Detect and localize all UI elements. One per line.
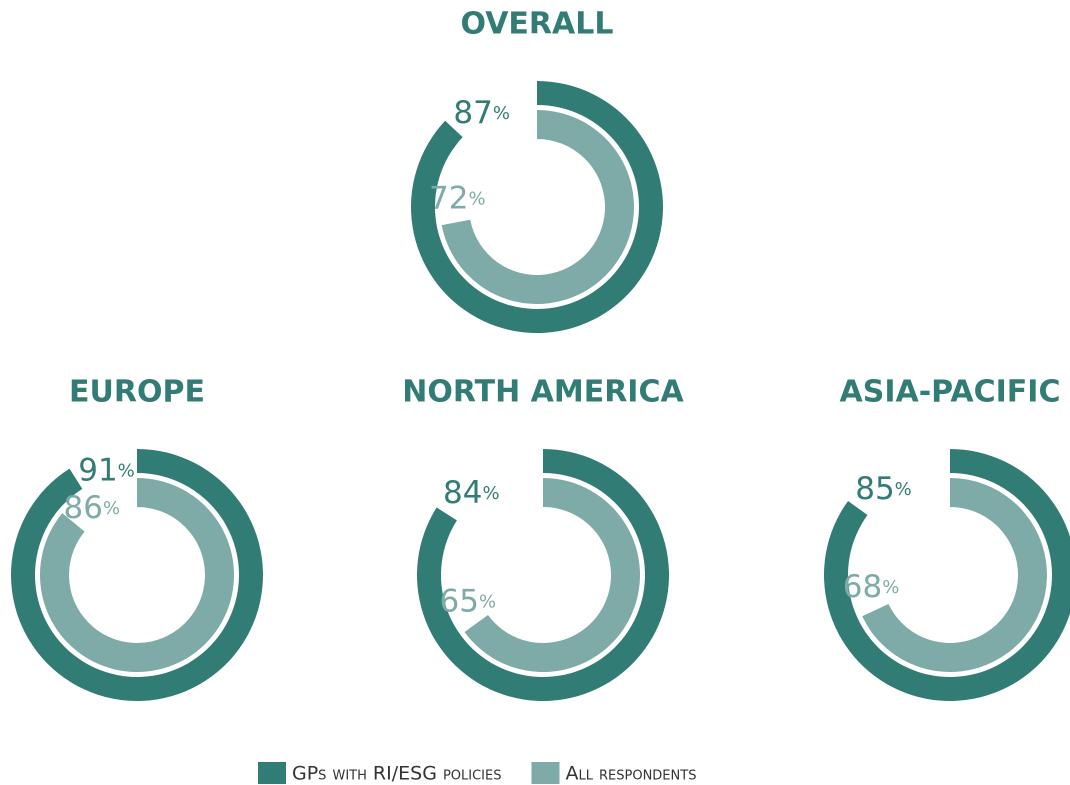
value-label: 86% [64,489,121,525]
chart-title: NORTH AMERICA [402,375,684,410]
value-label: 85% [855,470,912,506]
legend-swatch [531,762,560,784]
chart-title: ASIA-PACIFIC [840,375,1061,410]
ring-arc [441,110,635,304]
value-label: 87% [453,95,510,131]
value-label: 72% [429,180,486,216]
chart-title: EUROPE [69,375,205,410]
chart-title: OVERALL [461,7,614,42]
value-label: 68% [843,568,900,604]
value-label: 65% [440,583,497,619]
legend-label: All respondents [565,763,696,785]
ring-arc [39,478,234,672]
legend-label: GPs with RI/ESG policies [292,763,501,785]
ring-arc [862,478,1047,672]
value-label: 91% [78,452,135,488]
legend-swatch [258,762,286,784]
ring-arc [464,478,640,673]
value-label: 84% [443,475,500,511]
